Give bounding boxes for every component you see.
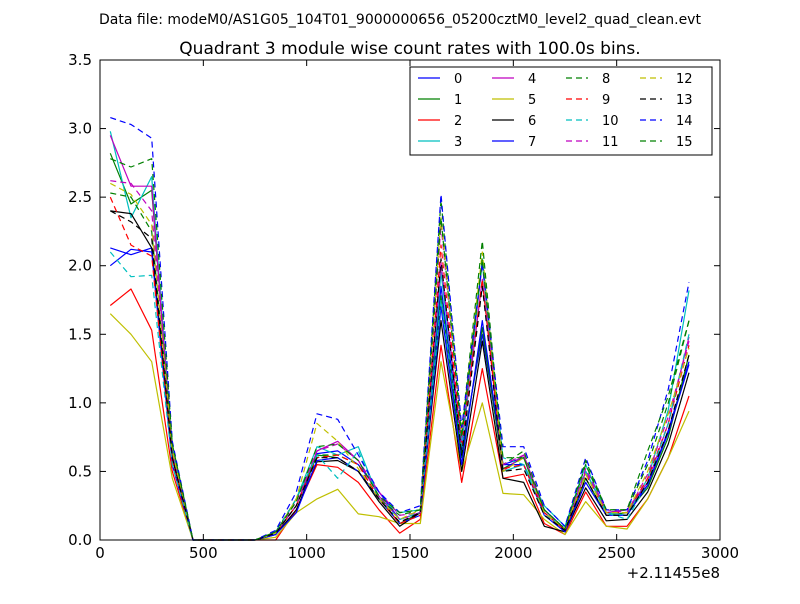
legend-box	[409, 66, 713, 156]
x-tick-label: 2500	[598, 544, 636, 562]
legend-label-3: 3	[454, 135, 462, 150]
x-tick-label: 3000	[701, 544, 739, 562]
ticks-layer: 0 500 1000 1500 2000 2500 3000 0.0 0.5 1.0 1.5 2.0 2…	[68, 51, 739, 562]
legend-label-5: 5	[528, 93, 536, 108]
y-tick-label: 2.0	[68, 257, 92, 275]
legend-label-12: 12	[676, 72, 693, 87]
legend-label-0: 0	[454, 72, 462, 87]
chart-title: Quadrant 3 module wise count rates with …	[179, 39, 640, 59]
x-tick-label: 1500	[391, 544, 429, 562]
x-tick-label: 500	[189, 544, 218, 562]
y-tick-label: 2.5	[68, 188, 92, 206]
legend-label-2: 2	[454, 114, 462, 129]
x-tick-label: 2000	[494, 544, 532, 562]
plot-frame	[99, 59, 721, 541]
y-tick-label: 3.5	[68, 51, 92, 69]
legend-label-9: 9	[602, 93, 610, 108]
series-line-13	[110, 210, 690, 541]
y-tick-label: 1.5	[68, 325, 92, 343]
y-tick-label: 0.0	[68, 531, 92, 549]
legend-label-1: 1	[454, 93, 462, 108]
legend-label-10: 10	[602, 114, 619, 129]
x-tick-label: 0	[95, 544, 105, 562]
legend-label-15: 15	[676, 135, 693, 150]
y-tick-label: 1.0	[68, 394, 92, 412]
y-tick-label: 0.5	[68, 462, 92, 480]
x-offset-label: +2.11455e8	[627, 564, 720, 582]
legend-label-6: 6	[528, 114, 536, 129]
legend-label-11: 11	[602, 135, 619, 150]
data-file-label: Data file: modeM0/AS1G05_104T01_90000006…	[99, 12, 701, 28]
y-tick-label: 3.0	[68, 120, 92, 138]
legend-label-13: 13	[676, 93, 693, 108]
x-tick-label: 1000	[288, 544, 326, 562]
legend-label-8: 8	[602, 72, 610, 87]
legend-label-4: 4	[528, 72, 536, 87]
legend-label-14: 14	[676, 114, 693, 129]
legend-label-7: 7	[528, 135, 536, 150]
